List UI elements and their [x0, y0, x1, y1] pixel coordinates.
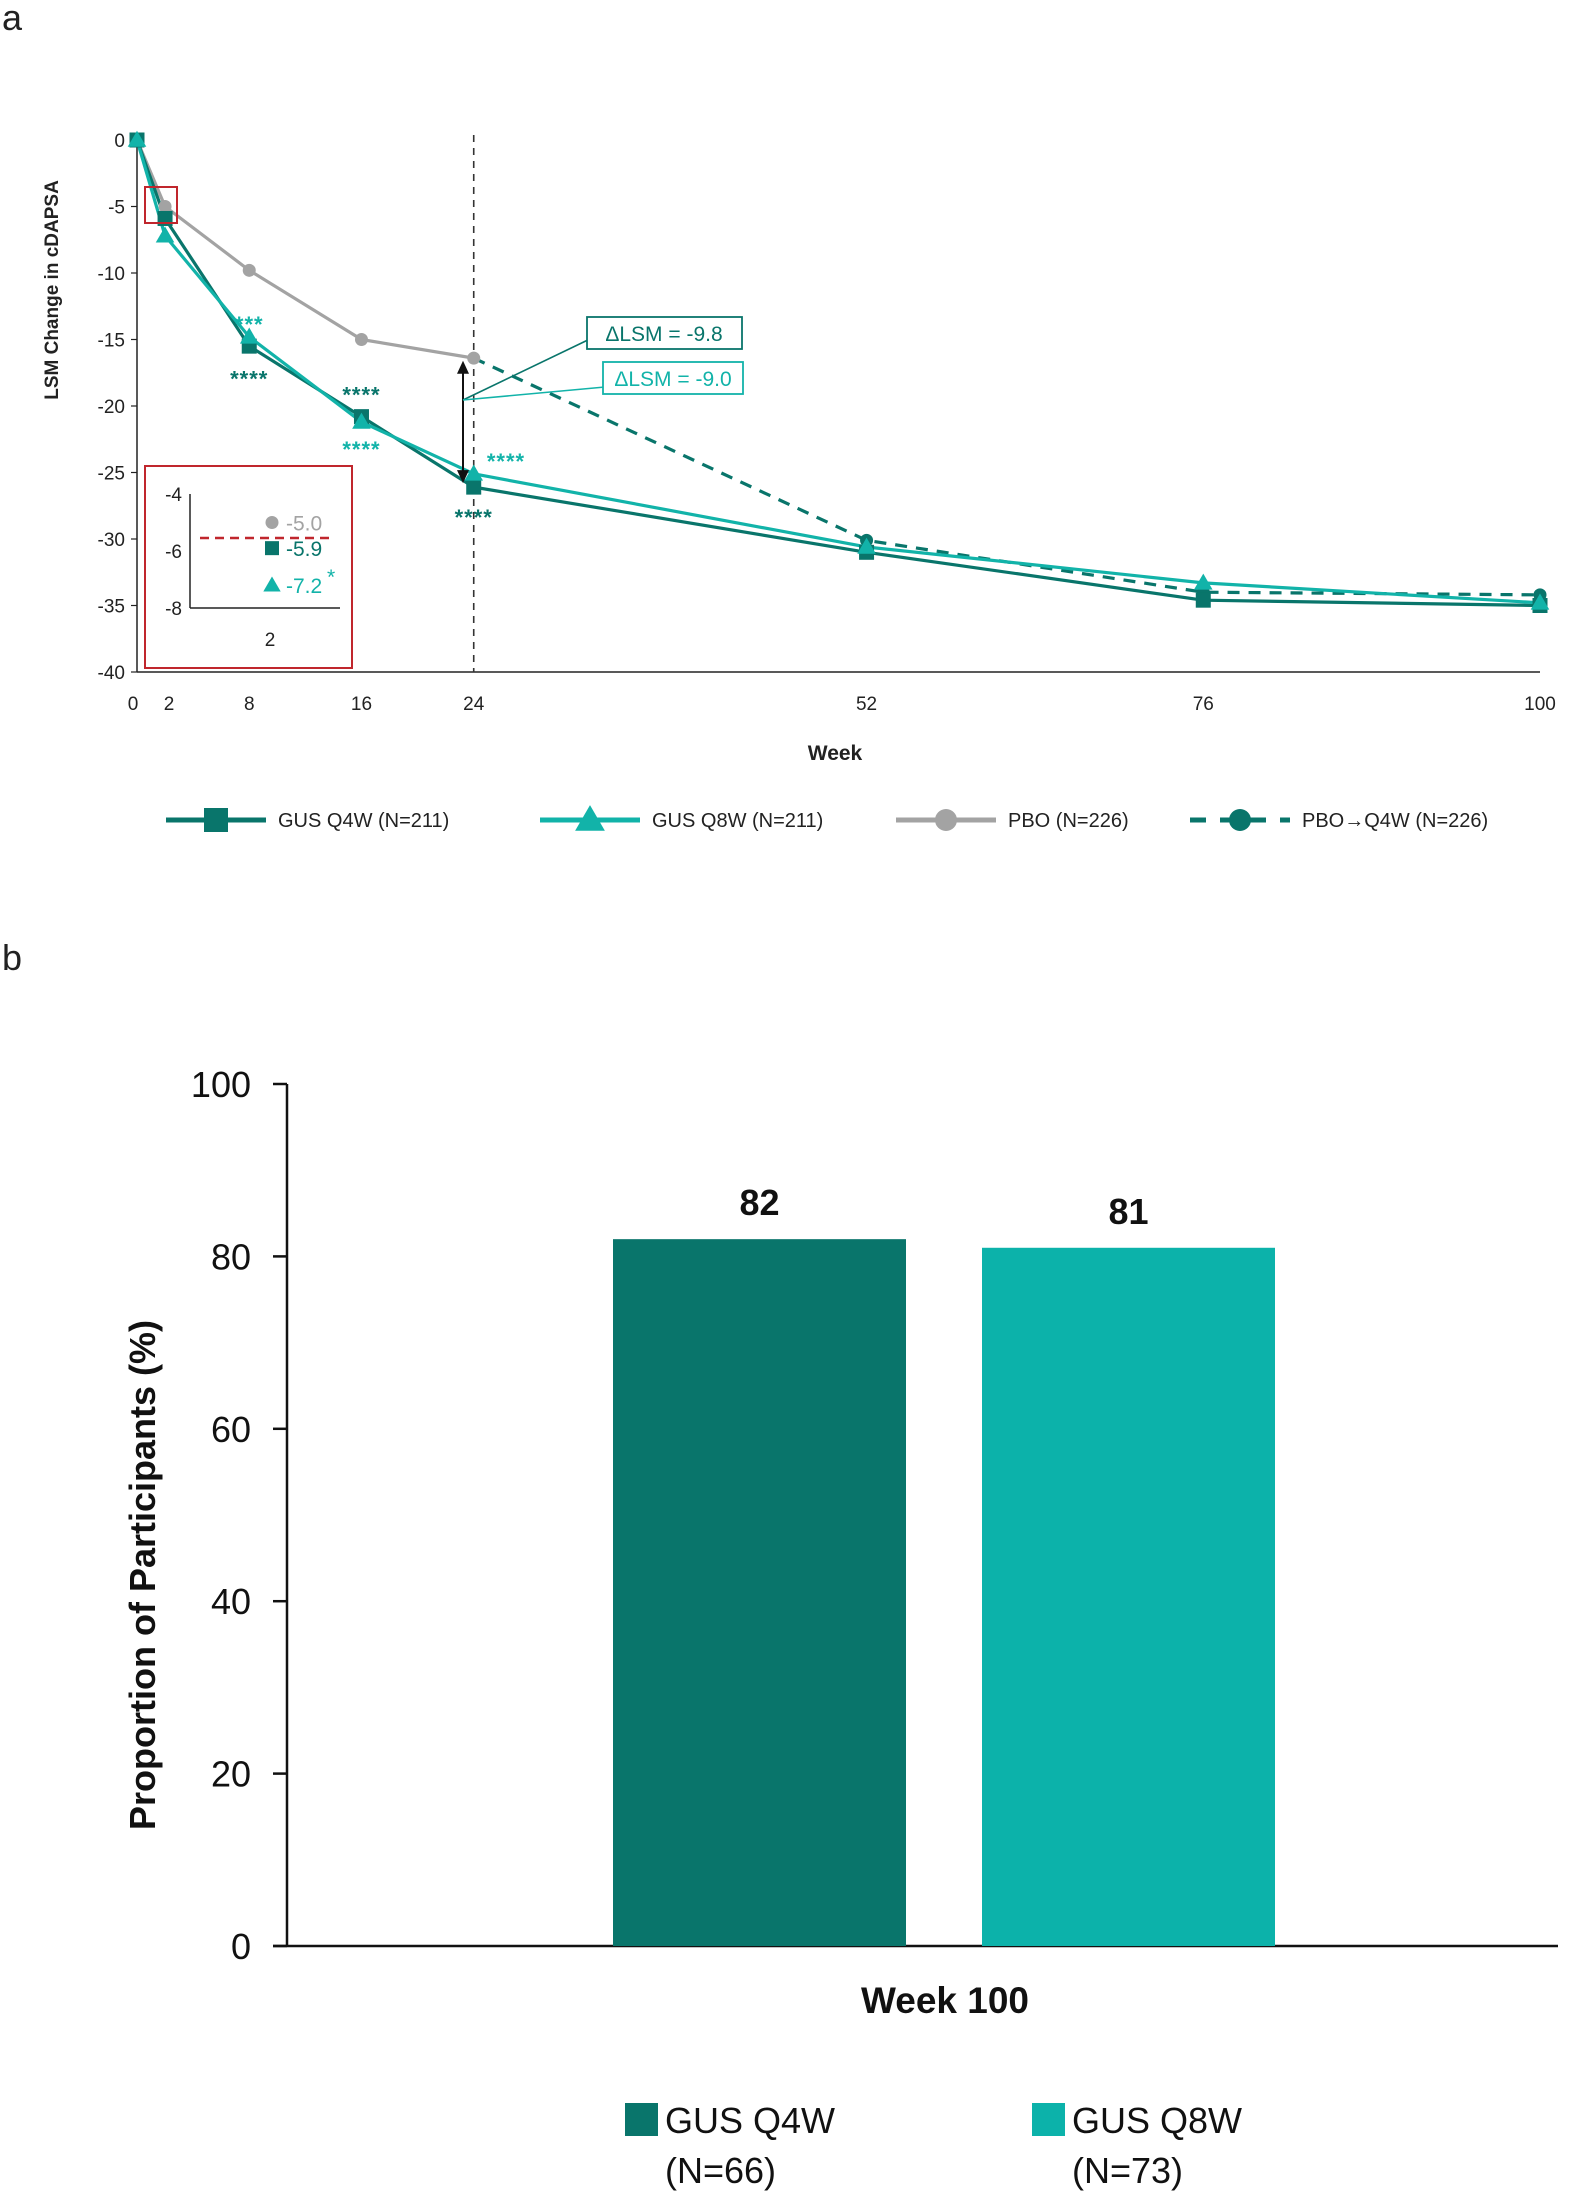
- legend-marker: [935, 809, 957, 831]
- legend-label: PBO→Q4W (N=226): [1302, 810, 1488, 832]
- significance-annotation: ****: [342, 437, 380, 462]
- y-axis-label: LSM Change in cDAPSA: [42, 180, 63, 400]
- y-tick-label: -35: [98, 597, 125, 618]
- y-tick-label: 40: [211, 1581, 251, 1622]
- y-tick-label: 60: [211, 1409, 251, 1450]
- bar-chart-panel-b: b 0 20 40 60 80 100 82 81 Proportion of Partic…: [2, 940, 1558, 2191]
- series-line: [135, 139, 1541, 605]
- legend-label: GUS Q8W: [1072, 2100, 1242, 2141]
- data-point: [239, 327, 259, 344]
- y-tick-label: -25: [98, 464, 125, 485]
- inset-value-label: -7.2: [286, 575, 322, 598]
- x-axis-label: Week 100: [861, 1980, 1029, 2021]
- data-point: [242, 263, 256, 277]
- data-point: [354, 333, 368, 346]
- delta-callout-line-q8w: [462, 386, 606, 401]
- inset-y-tick-label: -4: [165, 485, 182, 506]
- data-point: [467, 351, 481, 365]
- series-line: [473, 356, 1541, 597]
- x-tick-label: 16: [351, 694, 372, 715]
- legend-marker: [1229, 809, 1251, 831]
- legend-sublabel: (N=66): [665, 2150, 776, 2191]
- bar: [613, 1239, 906, 1946]
- inset-significance-mark: *: [327, 566, 335, 589]
- bar-value-label: 82: [739, 1182, 779, 1223]
- y-tick-label: 100: [191, 1064, 251, 1105]
- y-tick-label: -15: [98, 331, 125, 352]
- y-tick-label: 0: [231, 1926, 251, 1967]
- x-tick-label: 0: [128, 694, 139, 715]
- y-tick-label: -40: [98, 663, 125, 684]
- inset-y-tick-label: -8: [165, 599, 182, 620]
- x-tick-label: 76: [1193, 694, 1214, 715]
- legend-label: GUS Q4W (N=211): [278, 810, 449, 832]
- x-tick-label: 52: [856, 694, 877, 715]
- y-tick-label: -10: [98, 264, 125, 285]
- data-point: [352, 412, 371, 429]
- delta-callout-line-q4w: [462, 337, 593, 401]
- data-point: [158, 200, 172, 213]
- line-chart-panel-a: a 0-5-10-15-20-25-30-35-400 2 8 16 24 52 76 100…: [2, 0, 1556, 832]
- legend-label: PBO (N=226): [1008, 810, 1129, 832]
- x-tick-label: 100: [1524, 694, 1556, 715]
- data-point: [1195, 592, 1211, 608]
- significance-annotation: ****: [342, 383, 380, 408]
- x-axis-label: Week: [808, 742, 863, 765]
- legend-label: GUS Q8W (N=211): [652, 810, 823, 832]
- data-point: [1193, 573, 1213, 590]
- inset-zoom-box: [144, 186, 178, 224]
- legend-swatch: [1032, 2103, 1065, 2136]
- y-axis-label: Proportion of Participants (%): [122, 1320, 163, 1830]
- data-point: [464, 464, 484, 481]
- y-tick-label: -20: [98, 397, 125, 418]
- significance-annotation: ***: [235, 312, 264, 337]
- panel-label-b: b: [2, 940, 22, 978]
- y-tick-label: -30: [98, 530, 125, 551]
- inset-value-label: -5.0: [286, 513, 322, 536]
- data-point: [127, 130, 147, 147]
- legend-label: GUS Q4W: [665, 2100, 835, 2141]
- delta-label-box-q8w: [602, 361, 744, 395]
- data-point: [155, 226, 175, 243]
- inset-y-tick-label: -6: [165, 542, 182, 563]
- panel-label-a: a: [2, 0, 23, 38]
- legend-marker: [575, 805, 605, 831]
- delta-arrow-head-up: [457, 360, 469, 374]
- data-point: [1530, 593, 1550, 610]
- x-tick-label: 8: [244, 694, 255, 715]
- inset-value-label: -5.9: [286, 538, 322, 561]
- y-tick-label: 0: [114, 131, 125, 152]
- bar-value-label: 81: [1108, 1191, 1148, 1232]
- data-point: [857, 537, 876, 554]
- delta-label-box-q4w: [586, 316, 743, 350]
- significance-annotation: ****: [487, 449, 525, 474]
- significance-annotation: ****: [455, 505, 493, 530]
- x-tick-label: 2: [164, 694, 175, 715]
- inset-data-point: [263, 576, 281, 592]
- legend-sublabel: (N=73): [1072, 2150, 1183, 2191]
- inset-data-point: [265, 541, 279, 556]
- series-line: [135, 139, 474, 360]
- delta-label-q4w: ΔLSM = -9.8: [605, 323, 722, 346]
- y-tick-label: -5: [108, 198, 125, 219]
- significance-annotation: ****: [230, 367, 268, 392]
- inset-frame: [144, 465, 353, 669]
- x-tick-label: 24: [463, 694, 485, 715]
- delta-arrow-head-down: [457, 470, 469, 484]
- bar: [982, 1247, 1275, 1946]
- inset-x-tick-label: 2: [265, 630, 276, 651]
- y-tick-label: 20: [211, 1754, 251, 1795]
- y-tick-label: 80: [211, 1236, 251, 1277]
- delta-label-q8w: ΔLSM = -9.0: [614, 368, 731, 391]
- legend-swatch: [625, 2103, 658, 2136]
- inset-data-point: [265, 516, 279, 529]
- series-line: [135, 139, 1541, 608]
- legend-marker: [204, 808, 228, 832]
- data-point: [466, 479, 482, 495]
